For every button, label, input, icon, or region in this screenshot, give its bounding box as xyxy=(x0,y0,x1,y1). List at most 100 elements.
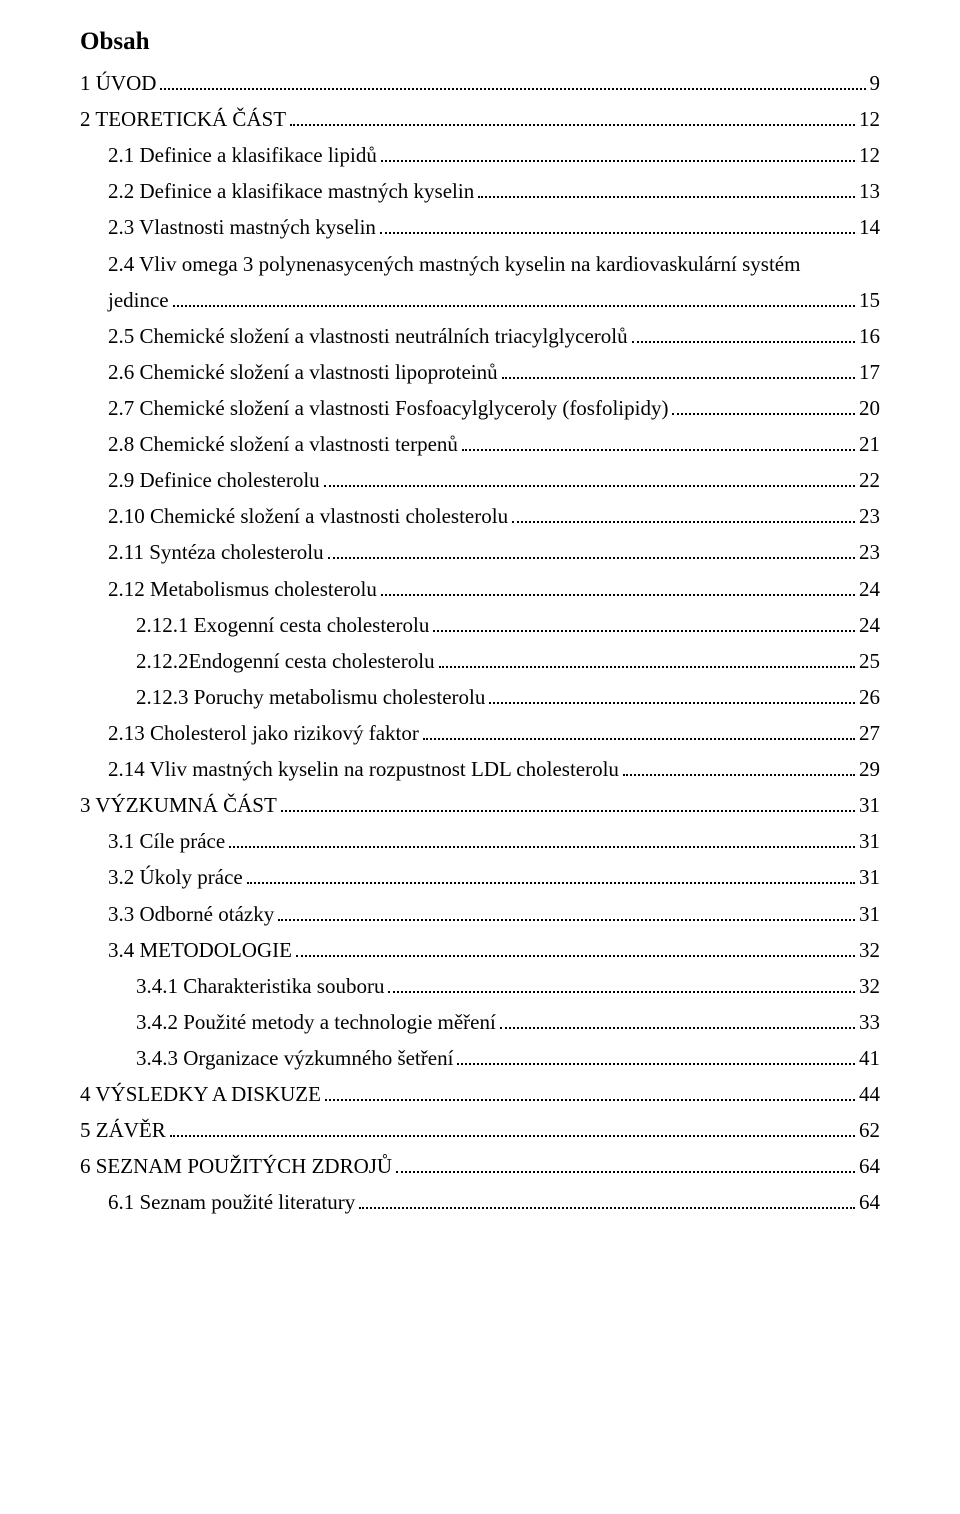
toc-label: 2.12.1 Exogenní cesta cholesterolu xyxy=(136,607,429,643)
page-container: Obsah 1 ÚVOD92 TEORETICKÁ ČÁST122.1 Defi… xyxy=(0,0,960,1281)
toc-list: 1 ÚVOD92 TEORETICKÁ ČÁST122.1 Definice a… xyxy=(80,65,880,1221)
toc-entry: 5 ZÁVĚR62 xyxy=(80,1112,880,1148)
toc-page-number: 22 xyxy=(859,462,880,498)
toc-entry: 2.12.2Endogenní cesta cholesterolu 25 xyxy=(80,643,880,679)
toc-label: 3 VÝZKUMNÁ ČÁST xyxy=(80,787,277,823)
toc-entry: 3.3 Odborné otázky31 xyxy=(80,896,880,932)
toc-leader-dots xyxy=(325,1088,855,1102)
toc-entry: 4 VÝSLEDKY A DISKUZE44 xyxy=(80,1076,880,1112)
toc-page-number: 21 xyxy=(859,426,880,462)
toc-page-number: 26 xyxy=(859,679,880,715)
toc-label: 3.4.1 Charakteristika souboru xyxy=(136,968,384,1004)
toc-page-number: 12 xyxy=(859,101,880,137)
toc-page-number: 13 xyxy=(859,173,880,209)
toc-label: 3.2 Úkoly práce xyxy=(108,859,243,895)
toc-entry: 2.5 Chemické složení a vlastnosti neutrá… xyxy=(80,318,880,354)
toc-label: 3.4 METODOLOGIE xyxy=(108,932,292,968)
toc-label: 2.6 Chemické složení a vlastnosti lipopr… xyxy=(108,354,498,390)
toc-page-number: 15 xyxy=(859,282,880,318)
toc-entry: 1 ÚVOD 9 xyxy=(80,65,880,101)
toc-leader-dots xyxy=(290,113,855,127)
toc-leader-dots xyxy=(380,221,855,235)
toc-page-number: 23 xyxy=(859,498,880,534)
toc-page-number: 33 xyxy=(859,1004,880,1040)
toc-label: 2.3 Vlastnosti mastných kyselin xyxy=(108,209,376,245)
toc-label: 3.4.3 Organizace výzkumného šetření xyxy=(136,1040,453,1076)
toc-entry-continuation: jedince15 xyxy=(80,282,880,318)
toc-label: 6 SEZNAM POUŽITÝCH ZDROJŮ xyxy=(80,1148,392,1184)
toc-label: 5 ZÁVĚR xyxy=(80,1112,166,1148)
toc-leader-dots xyxy=(672,401,855,415)
toc-label: 2.9 Definice cholesterolu xyxy=(108,462,320,498)
toc-entry: 6 SEZNAM POUŽITÝCH ZDROJŮ 64 xyxy=(80,1148,880,1184)
toc-page-number: 24 xyxy=(859,571,880,607)
toc-page-number: 41 xyxy=(859,1040,880,1076)
toc-leader-dots xyxy=(439,654,855,668)
toc-entry: 2.1 Definice a klasifikace lipidů 12 xyxy=(80,137,880,173)
toc-entry: 2.10 Chemické složení a vlastnosti chole… xyxy=(80,498,880,534)
toc-leader-dots xyxy=(170,1124,855,1138)
toc-label: 2.12.3 Poruchy metabolismu cholesterolu xyxy=(136,679,485,715)
toc-leader-dots xyxy=(457,1051,855,1065)
toc-label: 2.12.2Endogenní cesta cholesterolu xyxy=(136,643,435,679)
toc-leader-dots xyxy=(500,1015,855,1029)
toc-label: 2.4 Vliv omega 3 polynenasycených mastný… xyxy=(108,246,800,282)
toc-entry: 3.4.3 Organizace výzkumného šetření 41 xyxy=(80,1040,880,1076)
toc-label: 2 TEORETICKÁ ČÁST xyxy=(80,101,286,137)
toc-page-number: 14 xyxy=(859,209,880,245)
toc-entry: 3.1 Cíle práce31 xyxy=(80,823,880,859)
toc-page-number: 12 xyxy=(859,137,880,173)
toc-leader-dots xyxy=(281,799,855,813)
toc-entry: 2 TEORETICKÁ ČÁST 12 xyxy=(80,101,880,137)
toc-leader-dots xyxy=(632,329,855,343)
toc-leader-dots xyxy=(229,835,855,849)
toc-label: 3.3 Odborné otázky xyxy=(108,896,274,932)
toc-page-number: 29 xyxy=(859,751,880,787)
toc-leader-dots xyxy=(328,546,855,560)
toc-label: 2.2 Definice a klasifikace mastných kyse… xyxy=(108,173,474,209)
toc-entry: 2.14 Vliv mastných kyselin na rozpustnos… xyxy=(80,751,880,787)
toc-leader-dots xyxy=(324,474,855,488)
toc-page-number: 23 xyxy=(859,534,880,570)
toc-page-number: 25 xyxy=(859,643,880,679)
toc-entry: 2.2 Definice a klasifikace mastných kyse… xyxy=(80,173,880,209)
toc-page-number: 31 xyxy=(859,787,880,823)
toc-label: 2.13 Cholesterol jako rizikový faktor xyxy=(108,715,419,751)
toc-page-number: 32 xyxy=(859,968,880,1004)
toc-label: 2.14 Vliv mastných kyselin na rozpustnos… xyxy=(108,751,619,787)
toc-leader-dots xyxy=(247,871,855,885)
toc-label: 1 ÚVOD xyxy=(80,65,156,101)
toc-page-number: 64 xyxy=(859,1184,880,1220)
toc-leader-dots xyxy=(462,438,855,452)
toc-leader-dots xyxy=(381,149,855,163)
toc-entry: 2.12 Metabolismus cholesterolu 24 xyxy=(80,571,880,607)
toc-label: 2.7 Chemické složení a vlastnosti Fosfoa… xyxy=(108,390,668,426)
toc-entry: 2.7 Chemické složení a vlastnosti Fosfoa… xyxy=(80,390,880,426)
toc-title: Obsah xyxy=(80,20,880,63)
toc-entry: 3.2 Úkoly práce 31 xyxy=(80,859,880,895)
toc-leader-dots xyxy=(359,1196,855,1210)
toc-label: 2.1 Definice a klasifikace lipidů xyxy=(108,137,377,173)
toc-page-number: 64 xyxy=(859,1148,880,1184)
toc-entry: 2.12.1 Exogenní cesta cholesterolu 24 xyxy=(80,607,880,643)
toc-leader-dots xyxy=(502,365,855,379)
toc-entry: 2.8 Chemické složení a vlastnosti terpen… xyxy=(80,426,880,462)
toc-label: 6.1 Seznam použité literatury xyxy=(108,1184,355,1220)
toc-page-number: 31 xyxy=(859,823,880,859)
toc-page-number: 31 xyxy=(859,859,880,895)
toc-page-number: 17 xyxy=(859,354,880,390)
toc-leader-dots xyxy=(278,907,855,921)
toc-page-number: 9 xyxy=(870,65,881,101)
toc-leader-dots xyxy=(381,582,855,596)
toc-page-number: 24 xyxy=(859,607,880,643)
toc-page-number: 27 xyxy=(859,715,880,751)
toc-leader-dots xyxy=(478,185,855,199)
toc-leader-dots xyxy=(173,293,855,307)
toc-entry: 2.13 Cholesterol jako rizikový faktor 27 xyxy=(80,715,880,751)
toc-label: 2.12 Metabolismus cholesterolu xyxy=(108,571,377,607)
toc-entry: 2.4 Vliv omega 3 polynenasycených mastný… xyxy=(80,246,880,282)
toc-page-number: 20 xyxy=(859,390,880,426)
toc-label: 2.10 Chemické složení a vlastnosti chole… xyxy=(108,498,508,534)
toc-entry: 3.4.2 Použité metody a technologie měřen… xyxy=(80,1004,880,1040)
toc-entry: 3.4.1 Charakteristika souboru 32 xyxy=(80,968,880,1004)
